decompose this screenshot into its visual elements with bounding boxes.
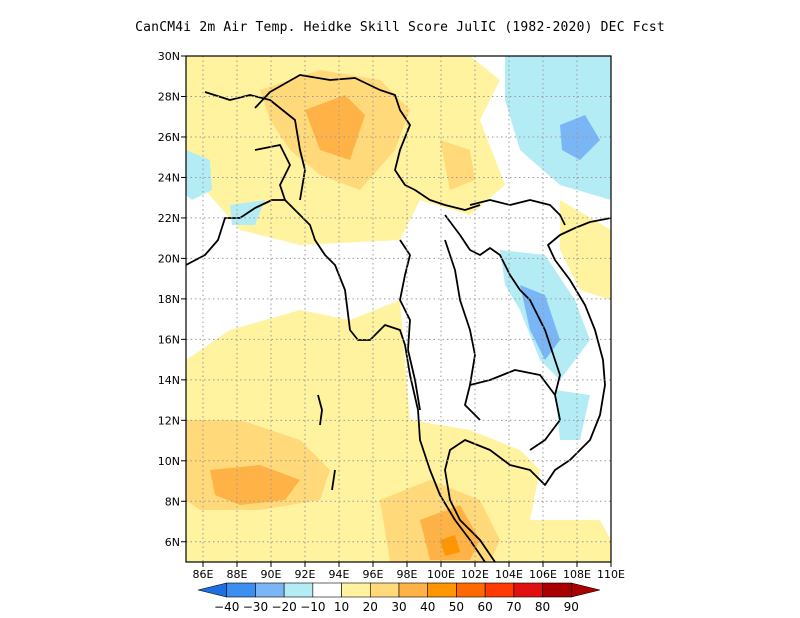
positive-skill-east [560,200,611,300]
lon-tick-label: 108E [563,568,591,581]
border-thailand-laos [444,214,561,396]
colorbar-label: 10 [334,600,349,614]
lon-tick-label: 92E [295,568,316,581]
colorbar-label: 50 [449,600,464,614]
andaman-islands [317,394,323,426]
colorbar-swatch [312,582,342,598]
moderate-negative-northeast [560,115,600,160]
border-cambodia [469,369,561,451]
lat-tick-label: 12N [158,414,180,427]
lat-tick-label: 26N [158,131,180,144]
lat-tick-label: 24N [158,171,180,184]
colorbar-label: −20 [271,600,296,614]
colorbar-label: 30 [391,600,406,614]
lon-labels: 86E 88E 90E 92E 94E 96E 98E 100E 102E 104E 106E 108… [193,568,625,581]
high-skill-south [420,505,480,560]
lon-tick-label: 96E [363,568,384,581]
lon-tick-label: 98E [397,568,418,581]
lat-tick-label: 8N [165,495,180,508]
nicobar-islands [331,469,336,491]
colorbar-swatch-high [570,582,601,598]
plot-frame [185,55,612,563]
colorbar-swatch [255,582,285,598]
colorbar-label: 40 [420,600,435,614]
lat-tick-label: 10N [158,455,180,468]
colorbar-swatch [427,582,457,598]
moderate-negative-laos [520,285,560,360]
colorbar-label: −30 [243,600,268,614]
lat-tick-label: 14N [158,374,180,387]
colorbar-swatch-low [197,582,228,598]
colorbar-swatch [398,582,429,598]
colorbar [197,582,601,598]
lon-tick-label: 110E [597,568,625,581]
chart-title: CanCM4i 2m Air Temp. Heidke Skill Score … [135,20,665,35]
high-skill-bay [210,465,300,505]
lon-tick-label: 104E [495,568,523,581]
colorbar-swatch [456,582,486,598]
colorbar-label: −10 [300,600,325,614]
lon-tick-label: 102E [461,568,489,581]
colorbar-swatch [484,582,515,598]
lat-tick-label: 18N [158,293,180,306]
coastlines-borders [186,74,611,562]
lat-tick-label: 16N [158,333,180,346]
border-northeast-india [254,74,481,211]
lat-tick-label: 30N [158,50,180,63]
negative-skill-vietnam-south [555,390,590,440]
very-high-skill-spot [440,535,460,556]
negative-skill-west [186,150,212,200]
lat-tick-label: 20N [158,252,180,265]
lon-tick-label: 86E [193,568,214,581]
lon-tick-label: 94E [329,568,350,581]
lat-labels: 30N 28N 26N 24N 22N 20N 18N 16N 14N 12N 10N 8N 6N [158,50,180,549]
lat-tick-label: 28N [158,90,180,103]
lon-tick-label: 90E [261,568,282,581]
high-skill-north [305,95,365,160]
border-china [469,199,566,226]
colorbar-swatch [513,582,543,598]
colorbar-swatch [226,582,256,598]
colorbar-label: 60 [478,600,493,614]
colorbar-label: 70 [506,600,521,614]
lon-tick-label: 100E [427,568,455,581]
shaded-field [186,56,611,562]
colorbar-label: −40 [214,600,239,614]
colorbar-labels: −40 −30 −20 −10 10 20 30 40 50 60 70 80 90 [214,600,579,614]
lon-tick-label: 106E [529,568,557,581]
border-thailand-inner [444,239,481,421]
border-myanmar [204,91,306,201]
colorbar-swatch [283,582,314,598]
lat-tick-label: 6N [165,536,180,549]
coastline-main [186,199,486,562]
colorbar-swatch [369,582,400,598]
lon-tick-label: 88E [227,568,248,581]
colorbar-swatch [542,582,572,598]
colorbar-label: 20 [363,600,378,614]
coastline-gulf-thailand [444,217,611,562]
colorbar-label: 90 [564,600,579,614]
negative-skill-northeast [505,56,611,200]
lat-tick-label: 22N [158,212,180,225]
colorbar-label: 80 [535,600,550,614]
colorbar-swatch [341,582,371,598]
border-bangladesh [254,144,291,201]
border-thailand-myanmar [399,239,421,411]
